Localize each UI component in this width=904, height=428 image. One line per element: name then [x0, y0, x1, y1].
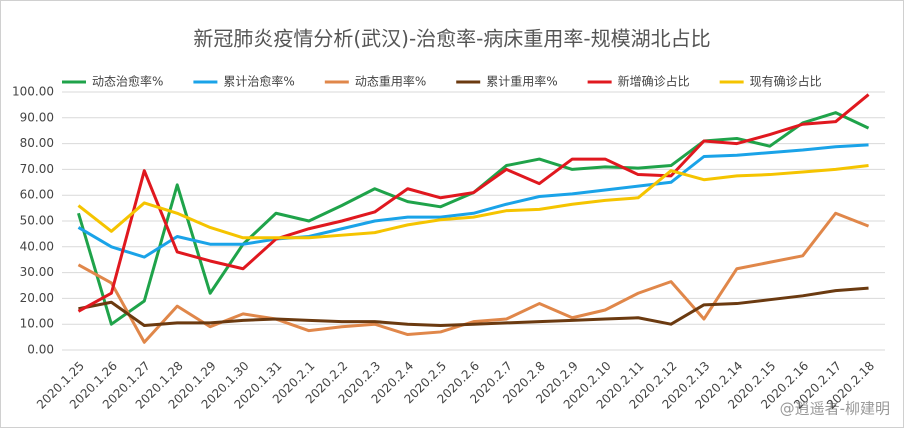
series-line: [77, 164, 869, 240]
y-tick-label: 40.00: [20, 239, 54, 253]
y-tick-label: 10.00: [20, 317, 54, 331]
y-tick-label: 60.00: [20, 188, 54, 202]
watermark: @逍遥者-柳建明: [780, 400, 890, 418]
legend-label: 累计治愈率%: [223, 74, 294, 89]
y-tick-label: 0.00: [27, 343, 54, 357]
series-line: [77, 143, 869, 259]
legend-label: 动态治愈率%: [92, 74, 163, 89]
y-tick-label: 50.00: [20, 214, 54, 228]
y-tick-label: 20.00: [20, 291, 54, 305]
legend-label: 累计重用率%: [486, 74, 557, 89]
series-line: [77, 93, 870, 313]
legend-label: 动态重用率%: [355, 74, 426, 89]
series-line: [78, 286, 869, 327]
legend-label: 新增确诊占比: [618, 74, 690, 89]
series-line: [77, 211, 870, 344]
chart-title: 新冠肺炎疫情分析(武汉)-治愈率-病床重用率-规模湖北占比: [193, 27, 710, 51]
y-tick-label: 70.00: [20, 162, 54, 176]
legend-label: 现有确诊占比: [750, 74, 822, 89]
y-tick-label: 30.00: [20, 265, 54, 279]
y-tick-label: 80.00: [20, 136, 54, 150]
y-tick-label: 90.00: [20, 110, 54, 124]
y-tick-label: 100.00: [12, 85, 54, 99]
